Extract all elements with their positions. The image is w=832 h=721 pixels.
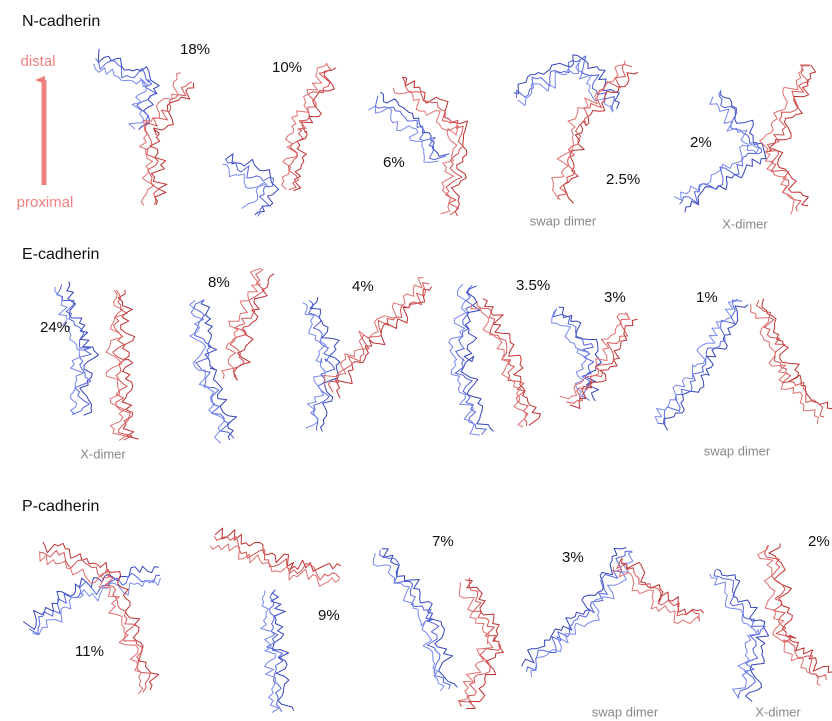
protein-chain xyxy=(674,97,759,200)
protein-chain xyxy=(226,159,274,217)
protein-chain xyxy=(43,542,159,690)
row-title: P-cadherin xyxy=(22,498,99,515)
protein-chain xyxy=(461,286,494,432)
percent-label: 2% xyxy=(808,533,830,550)
percent-label: 7% xyxy=(432,533,454,550)
percent-label: 1% xyxy=(696,289,718,306)
protein-chain xyxy=(552,310,589,399)
protein-chain xyxy=(717,569,769,702)
protein-chain xyxy=(655,299,738,424)
row-title: N-cadherin xyxy=(22,13,100,30)
distal-label: distal xyxy=(20,53,55,70)
protein-chain xyxy=(517,56,615,111)
protein-chain xyxy=(658,300,743,424)
protein-chain xyxy=(32,578,160,635)
percent-label: 18% xyxy=(180,41,210,58)
protein-chain xyxy=(39,550,150,692)
percent-label: 2% xyxy=(690,134,712,151)
dimer-note: X-dimer xyxy=(755,704,801,719)
percent-label: 11% xyxy=(75,643,104,660)
protein-chain xyxy=(471,304,526,427)
protein-chain xyxy=(234,274,274,381)
protein-chain xyxy=(324,278,423,386)
protein-chain xyxy=(393,88,458,214)
protein-chain xyxy=(214,536,339,580)
protein-chain xyxy=(94,64,149,129)
percent-label: 3% xyxy=(562,549,584,566)
protein-chain xyxy=(402,77,467,216)
protein-chain xyxy=(230,269,264,380)
protein-chain xyxy=(118,290,139,439)
percent-label: 4% xyxy=(352,278,374,295)
percent-label: 2.5% xyxy=(606,171,640,188)
protein-chain xyxy=(328,283,429,393)
figure: distal proximal N-cadherin 18% 10% 6% 2.5% sw… xyxy=(0,0,832,721)
protein-chain xyxy=(267,590,283,712)
protein-chain xyxy=(140,73,181,206)
protein-chain xyxy=(303,303,326,429)
protein-chain xyxy=(55,287,84,415)
protein-chain xyxy=(514,55,620,109)
protein-chain xyxy=(465,580,503,709)
dimer-note: swap dimer xyxy=(704,443,771,458)
protein-chain xyxy=(750,304,818,424)
protein-chain xyxy=(613,567,699,624)
proximal-label: proximal xyxy=(17,194,74,211)
row-title: E-cadherin xyxy=(22,246,99,263)
dimer-note: swap dimer xyxy=(530,213,597,228)
dimer-note: X-dimer xyxy=(722,216,768,231)
protein-chain xyxy=(373,553,444,691)
percent-label: 9% xyxy=(318,607,340,624)
protein-chain xyxy=(289,63,331,190)
protein-chain xyxy=(527,551,632,671)
percent-label: 10% xyxy=(272,59,302,76)
protein-chain xyxy=(225,154,278,215)
protein-chain xyxy=(770,66,816,206)
percent-label: 6% xyxy=(383,154,405,171)
protein-chain xyxy=(518,59,613,112)
protein-chain xyxy=(67,282,99,416)
percent-label: 3.5% xyxy=(516,277,550,294)
protein-chain xyxy=(622,558,704,614)
protein-chain xyxy=(98,49,159,130)
protein-chain xyxy=(375,96,446,160)
protein-chain xyxy=(150,83,194,205)
protein-chain xyxy=(40,551,143,694)
protein-chain xyxy=(106,290,126,440)
dimer-note: X-dimer xyxy=(80,446,126,461)
percent-label: 3% xyxy=(604,289,626,306)
dimer-note: swap dimer xyxy=(592,704,659,719)
percent-label: 8% xyxy=(208,274,230,291)
percent-label: 24% xyxy=(40,319,70,336)
